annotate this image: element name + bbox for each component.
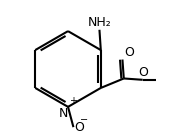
Text: NH₂: NH₂: [88, 16, 111, 29]
Text: O: O: [124, 46, 134, 59]
Text: O: O: [138, 66, 148, 79]
Text: +: +: [69, 95, 77, 106]
Text: O: O: [74, 121, 84, 134]
Text: −: −: [80, 115, 88, 125]
Text: N: N: [59, 107, 68, 120]
